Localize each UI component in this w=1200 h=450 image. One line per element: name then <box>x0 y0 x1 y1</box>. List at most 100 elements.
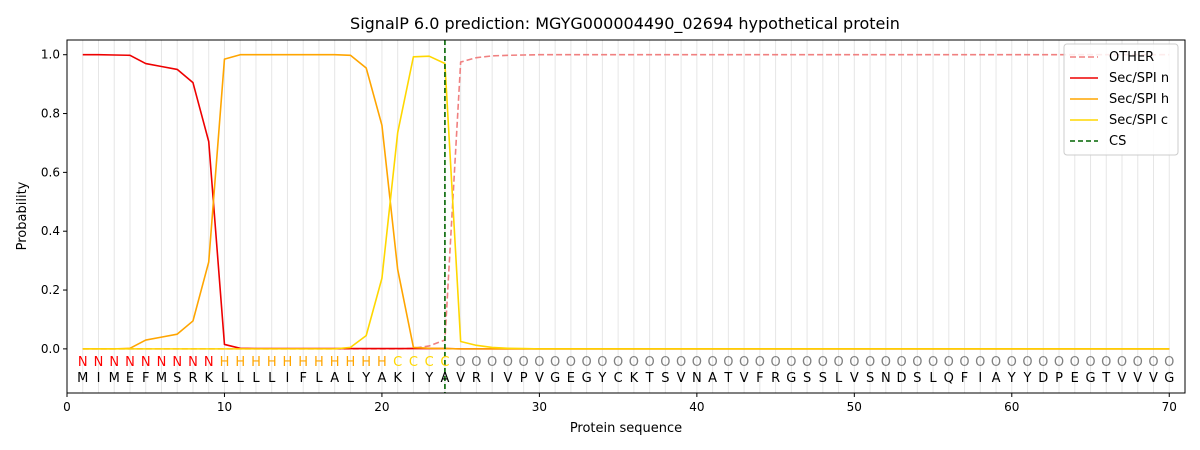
residue-label: V <box>740 371 749 386</box>
x-axis-label: Protein sequence <box>570 421 682 436</box>
residue-label: Y <box>597 371 606 386</box>
region-label: N <box>109 355 119 370</box>
region-label: H <box>346 355 356 370</box>
residue-label: R <box>472 371 481 386</box>
residue-label: V <box>503 371 512 386</box>
residue-label: E <box>1071 371 1079 386</box>
region-label: O <box>723 355 733 370</box>
residue-label: N <box>692 371 702 386</box>
region-label: O <box>849 355 859 370</box>
residue-label: C <box>614 371 623 386</box>
region-label: O <box>629 355 639 370</box>
residue-label: M <box>109 371 120 386</box>
residue-label: D <box>1038 371 1048 386</box>
region-label: N <box>94 355 104 370</box>
region-label: O <box>1148 355 1158 370</box>
series-layer <box>82 40 1170 393</box>
x-tick-label: 30 <box>532 400 547 414</box>
region-label: N <box>188 355 198 370</box>
y-tick-label: 0.0 <box>41 342 60 356</box>
residue-label: L <box>221 371 229 386</box>
series-line-sec-spi-c <box>82 55 1170 350</box>
region-label: O <box>707 355 717 370</box>
y-tick-label: 0.8 <box>41 107 60 121</box>
region-label: O <box>770 355 780 370</box>
legend-label: Sec/SPI h <box>1109 92 1169 107</box>
residue-label: I <box>412 371 416 386</box>
residue-label: F <box>756 371 763 386</box>
region-label: H <box>330 355 340 370</box>
region-label: O <box>660 355 670 370</box>
x-tick-label: 20 <box>374 400 389 414</box>
grid-layer <box>82 40 1170 393</box>
residue-label: A <box>377 371 386 386</box>
region-label: O <box>534 355 544 370</box>
legend-label: CS <box>1109 134 1126 149</box>
region-label: O <box>928 355 938 370</box>
residue-label: K <box>630 371 639 386</box>
y-axis-ticks: 0.0 0.2 0.4 0.6 0.8 1.0 <box>41 48 67 356</box>
residue-label: V <box>677 371 686 386</box>
region-label: O <box>912 355 922 370</box>
region-label: N <box>125 355 135 370</box>
residue-label: M <box>156 371 167 386</box>
region-label: O <box>739 355 749 370</box>
region-label: O <box>786 355 796 370</box>
residue-label: P <box>520 371 528 386</box>
y-tick-label: 1.0 <box>41 48 60 62</box>
residue-label: L <box>929 371 937 386</box>
region-label: O <box>991 355 1001 370</box>
region-label: H <box>220 355 230 370</box>
region-label: O <box>896 355 906 370</box>
residue-label: I <box>490 371 494 386</box>
x-tick-label: 10 <box>217 400 232 414</box>
series-line-other <box>82 53 1170 350</box>
residue-label: L <box>835 371 843 386</box>
legend-label: Sec/SPI n <box>1109 71 1169 86</box>
region-label: H <box>251 355 261 370</box>
region-label: O <box>1022 355 1032 370</box>
region-label: C <box>393 355 402 370</box>
residue-label: E <box>126 371 134 386</box>
residue-label: G <box>1164 371 1174 386</box>
legend-box <box>1063 43 1179 156</box>
region-label: O <box>833 355 843 370</box>
residue-label: S <box>819 371 827 386</box>
region-label: O <box>471 355 481 370</box>
chart-title: SignalP 6.0 prediction: MGYG000004490_02… <box>350 14 900 34</box>
region-label: O <box>865 355 875 370</box>
y-tick-label: 0.6 <box>41 165 60 179</box>
x-tick-label: 50 <box>847 400 862 414</box>
region-label: N <box>141 355 151 370</box>
region-label: O <box>645 355 655 370</box>
residue-label: L <box>347 371 355 386</box>
residue-label: V <box>850 371 859 386</box>
x-tick-label: 70 <box>1162 400 1177 414</box>
region-label: O <box>1007 355 1017 370</box>
region-label: O <box>456 355 466 370</box>
series-line-sec-spi-h <box>82 53 1170 350</box>
residue-label: S <box>913 371 921 386</box>
residue-label: Y <box>1007 371 1016 386</box>
region-label: H <box>314 355 324 370</box>
residue-label: D <box>897 371 907 386</box>
region-label: O <box>566 355 576 370</box>
residue-label: P <box>1055 371 1063 386</box>
residue-label: Y <box>424 371 433 386</box>
plot-frame <box>66 39 1186 394</box>
legend: OTHER Sec/SPI n Sec/SPI h Sec/SPI c CS <box>1063 43 1179 156</box>
region-label: O <box>975 355 985 370</box>
region-label: C <box>409 355 418 370</box>
residue-label: S <box>866 371 874 386</box>
residue-label: L <box>252 371 260 386</box>
residue-label: L <box>315 371 323 386</box>
y-tick-label: 0.2 <box>41 283 60 297</box>
region-label: N <box>157 355 167 370</box>
region-label: O <box>503 355 513 370</box>
residue-label: T <box>723 371 732 386</box>
residue-label: R <box>771 371 780 386</box>
x-tick-label: 60 <box>1004 400 1019 414</box>
residue-label: S <box>803 371 811 386</box>
residue-label: F <box>142 371 149 386</box>
